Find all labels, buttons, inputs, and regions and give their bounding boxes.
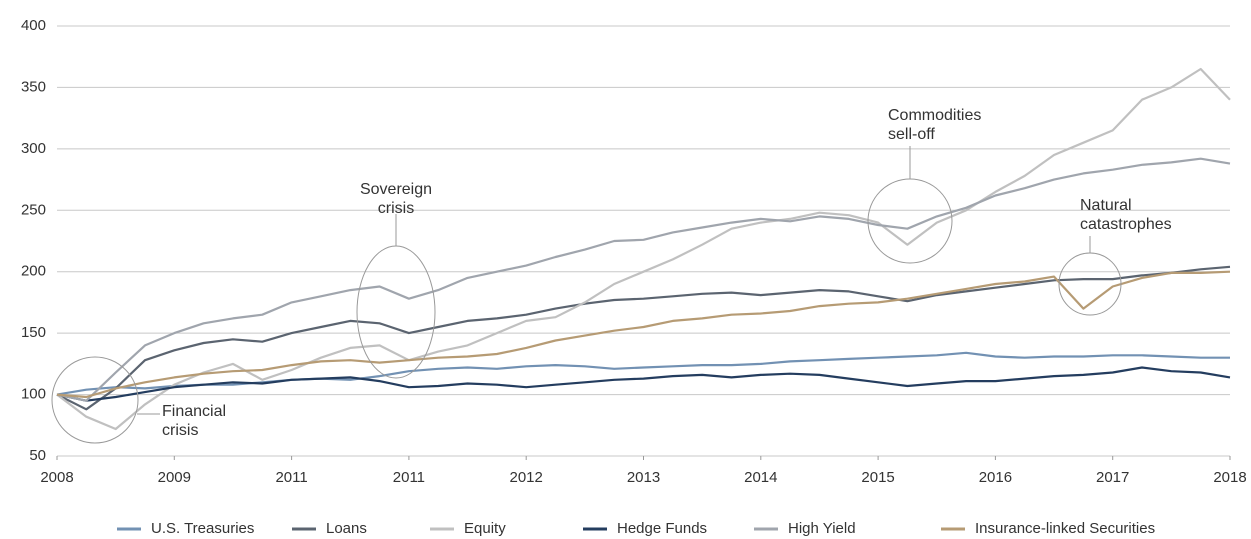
y-tick-label: 100 <box>21 386 46 403</box>
annotations: Financial crisis Sovereign crisis Commoditie… <box>51 107 1172 444</box>
y-tick-label: 200 <box>21 263 46 280</box>
y-tick-label: 350 <box>21 78 46 95</box>
y-tick-label: 250 <box>21 201 46 218</box>
y-tick-label: 50 <box>29 447 46 464</box>
x-tick-label: 2014 <box>744 469 777 486</box>
y-tick-label: 400 <box>21 17 46 34</box>
x-tick-label: 2015 <box>861 469 894 486</box>
y-tick-label: 300 <box>21 140 46 157</box>
legend-label: Equity <box>464 520 506 537</box>
series-line <box>56 265 1231 411</box>
annotation-circle <box>356 245 436 379</box>
x-tick-label: 2013 <box>627 469 660 486</box>
annotation: Commodities <box>888 107 981 124</box>
lines <box>56 67 1231 431</box>
annotation: crisis <box>162 422 198 439</box>
annotation: catastrophes <box>1080 216 1172 233</box>
series-line <box>56 157 1231 402</box>
x-tick-label: 2017 <box>1096 469 1129 486</box>
x-tick-label: 2012 <box>510 469 543 486</box>
legend-label: Hedge Funds <box>617 520 707 537</box>
x-tick-label: 2011 <box>393 469 425 486</box>
annotation: crisis <box>378 200 414 217</box>
x-tick-label: 2018 <box>1213 469 1246 486</box>
x-tick-label: 2008 <box>40 469 73 486</box>
legend-label: Loans <box>326 520 367 537</box>
annotation: sell-off <box>888 126 935 143</box>
series-line <box>56 366 1231 402</box>
x-tick-label: 2011 <box>275 469 307 486</box>
annotation: Sovereign <box>360 181 432 198</box>
legend-label: High Yield <box>788 520 856 537</box>
legend: U.S. Treasuries Loans Equity Hedge Funds Hig… <box>117 520 1155 537</box>
series-line <box>56 270 1231 399</box>
grid: 50 100 150 200 250 300 350 400 2008 2009 2011 2011 2… <box>21 17 1247 486</box>
series-line <box>56 67 1231 431</box>
legend-label: U.S. Treasuries <box>151 520 254 537</box>
annotation: Natural <box>1080 197 1132 214</box>
x-tick-label: 2009 <box>158 469 191 486</box>
x-tick-label: 2016 <box>979 469 1012 486</box>
legend-label: Insurance-linked Securities <box>975 520 1155 537</box>
y-tick-label: 150 <box>21 324 46 341</box>
annotation-circle <box>1058 252 1122 316</box>
annotation-circle <box>51 356 139 444</box>
series-line <box>56 351 1230 396</box>
annotation: Financial <box>162 403 226 420</box>
